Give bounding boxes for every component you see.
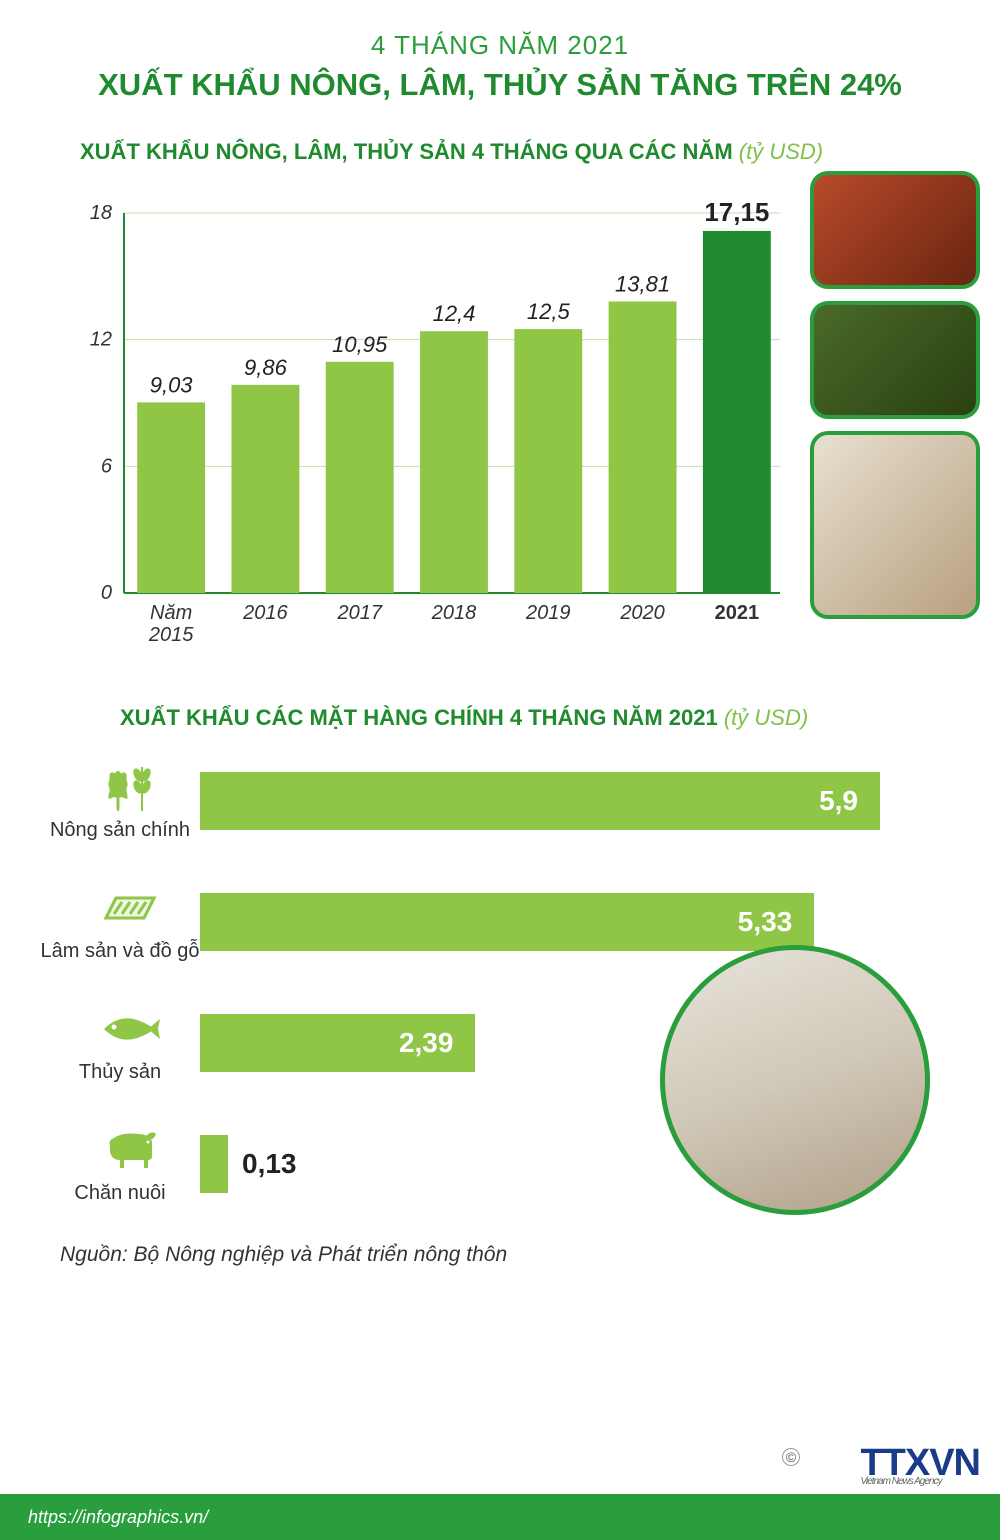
hbar-chart-title: XUẤT KHẨU CÁC MẶT HÀNG CHÍNH 4 THÁNG NĂM… (120, 705, 960, 731)
bar-chart-title: XUẤT KHẨU NÔNG, LÂM, THỦY SẢN 4 THÁNG QU… (80, 139, 960, 165)
footer: https://infographics.vn/ (0, 1494, 1000, 1540)
source-text: Nguồn: Bộ Nông nghiệp và Phát triển nông… (60, 1243, 1000, 1267)
wheat-icon: Nông sản chính (60, 759, 200, 842)
fish-icon: Thủy sản (60, 1001, 200, 1084)
hbar-chart-title-text: XUẤT KHẨU CÁC MẶT HÀNG CHÍNH 4 THÁNG NĂM… (120, 705, 718, 730)
hbar-bar: 5,33 (200, 893, 940, 951)
wood-icon: Lâm sản và đồ gỗ (60, 880, 200, 963)
hbar-row: Nông sản chính5,9 (60, 759, 940, 842)
svg-text:Năm: Năm (150, 602, 192, 624)
hbar-label: Lâm sản và đồ gỗ (30, 940, 210, 963)
bar-chart-unit: (tỷ USD) (739, 139, 823, 164)
svg-text:2019: 2019 (525, 602, 571, 624)
bar (703, 231, 771, 593)
bar (609, 301, 677, 593)
hbar-bar: 5,9 (200, 772, 940, 830)
main-title: XUẤT KHẨU NÔNG, LÂM, THỦY SẢN TĂNG TRÊN … (40, 67, 960, 103)
hbar-chart-unit: (tỷ USD) (724, 705, 808, 730)
hbar-label: Nông sản chính (30, 819, 210, 842)
header: 4 THÁNG NĂM 2021 XUẤT KHẨU NÔNG, LÂM, TH… (0, 0, 1000, 113)
svg-text:2016: 2016 (242, 602, 288, 624)
svg-text:2017: 2017 (336, 602, 382, 624)
bar (231, 385, 299, 593)
bar-chart-area: 0 6 12 18 9,03 Năm2015 9,86 2016 10,95 2017 12,4 20… (80, 195, 960, 655)
svg-text:2018: 2018 (431, 602, 477, 624)
bar (137, 402, 205, 593)
copyright-symbol: © (782, 1448, 800, 1466)
svg-text:2015: 2015 (148, 624, 194, 646)
svg-text:9,86: 9,86 (244, 355, 288, 380)
svg-text:18: 18 (90, 202, 112, 224)
side-images (810, 171, 980, 619)
svg-text:9,03: 9,03 (150, 372, 194, 397)
svg-text:0: 0 (101, 582, 112, 604)
circle-image (660, 945, 930, 1215)
bar (326, 362, 394, 593)
svg-text:6: 6 (101, 455, 113, 477)
hbar-label: Thủy sản (30, 1061, 210, 1084)
bar-chart-title-text: XUẤT KHẨU NÔNG, LÂM, THỦY SẢN 4 THÁNG QU… (80, 139, 733, 164)
hbar-chart: Nông sản chính5,9Lâm sản và đồ gỗ5,33Thủ… (60, 759, 940, 1205)
footer-url: https://infographics.vn/ (28, 1507, 208, 1528)
bar (514, 329, 582, 593)
svg-text:10,95: 10,95 (332, 332, 388, 357)
bar (420, 331, 488, 593)
svg-text:12,4: 12,4 (433, 301, 476, 326)
svg-text:12,5: 12,5 (527, 299, 571, 324)
supertitle: 4 THÁNG NĂM 2021 (40, 30, 960, 61)
svg-text:2020: 2020 (619, 602, 665, 624)
svg-text:12: 12 (90, 329, 112, 351)
side-image-3 (810, 431, 980, 619)
bar-chart-svg: 0 6 12 18 9,03 Năm2015 9,86 2016 10,95 2017 12,4 20… (80, 195, 780, 655)
svg-text:2021: 2021 (715, 602, 760, 624)
svg-text:17,15: 17,15 (704, 197, 769, 227)
cow-icon: Chăn nuôi (60, 1122, 200, 1205)
side-image-1 (810, 171, 980, 289)
agency-logo: TTXVN Vietnam News Agency (860, 1448, 980, 1486)
side-image-2 (810, 301, 980, 419)
hbar-label: Chăn nuôi (30, 1182, 210, 1205)
svg-text:13,81: 13,81 (615, 271, 670, 296)
